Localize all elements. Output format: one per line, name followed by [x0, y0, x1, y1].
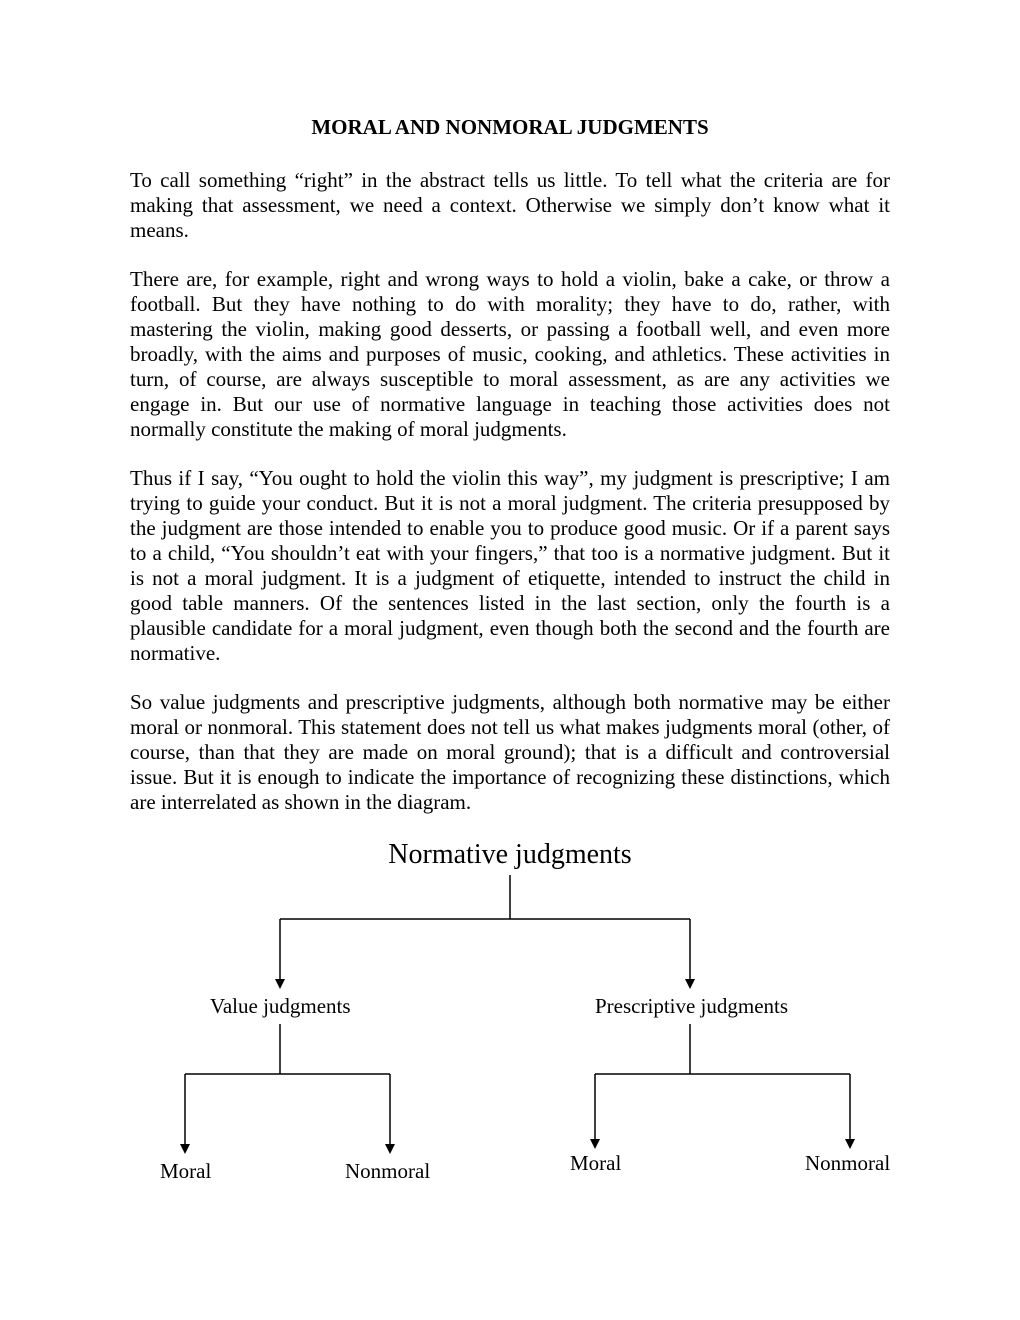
arrow-icon [180, 1144, 190, 1154]
document-page: MORAL AND NONMORAL JUDGMENTS To call som… [0, 0, 1020, 1320]
tree-node-prescriptive-judgments: Prescriptive judgments [595, 994, 788, 1019]
tree-lines [130, 839, 890, 1199]
tree-leaf-moral-right: Moral [570, 1151, 621, 1176]
page-title: MORAL AND NONMORAL JUDGMENTS [130, 115, 890, 140]
arrow-icon [275, 979, 285, 989]
arrow-icon [385, 1144, 395, 1154]
paragraph-1: To call something “right” in the abstrac… [130, 168, 890, 243]
tree-leaf-nonmoral-left: Nonmoral [345, 1159, 430, 1184]
paragraph-4: So value judgments and prescriptive judg… [130, 690, 890, 815]
tree-diagram: Normative judgments [130, 839, 890, 1199]
arrow-icon [590, 1139, 600, 1149]
paragraph-3: Thus if I say, “You ought to hold the vi… [130, 466, 890, 666]
arrow-icon [845, 1139, 855, 1149]
tree-leaf-moral-left: Moral [160, 1159, 211, 1184]
arrow-icon [685, 979, 695, 989]
tree-leaf-nonmoral-right: Nonmoral [805, 1151, 890, 1176]
paragraph-2: There are, for example, right and wrong … [130, 267, 890, 442]
tree-node-value-judgments: Value judgments [210, 994, 351, 1019]
